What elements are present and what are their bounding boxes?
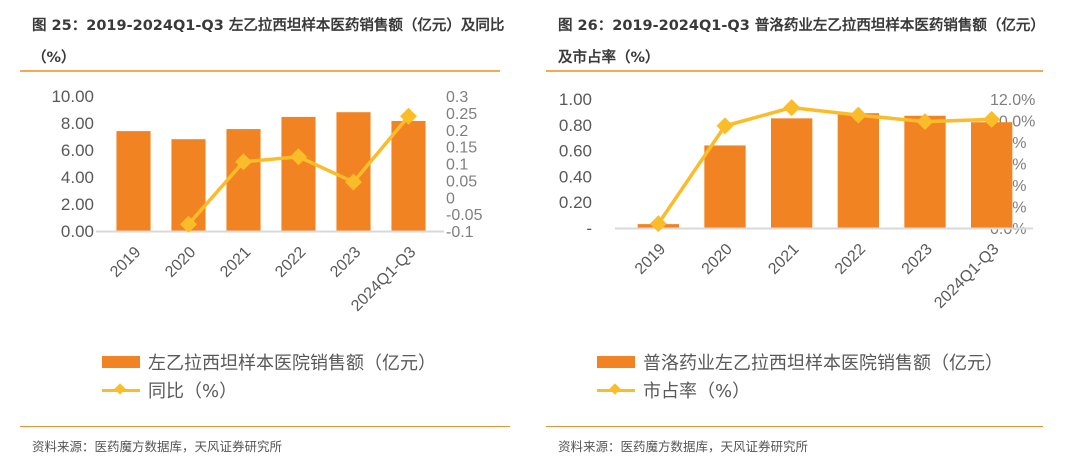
y-axis-left-tick-label: 0.60 [559, 142, 592, 161]
source-note: 资料来源：医药魔方数据库，天风证券研究所 [32, 439, 283, 454]
legend-label: 市占率（%） [643, 381, 751, 402]
x-axis-tick-label: 2020 [162, 244, 199, 281]
y-axis-right-tick-label: 12.0% [990, 92, 1035, 109]
x-axis-tick-label: 2019 [632, 241, 669, 278]
bar [226, 129, 261, 231]
y-axis-left-tick-label: 0.40 [559, 167, 592, 186]
line-point-marker [180, 215, 197, 233]
y-axis-left-tick-label: 1.00 [559, 90, 592, 109]
legend-label: 普洛药业左乙拉西坦样本医院销售额（亿元） [643, 353, 1003, 374]
bar [281, 116, 316, 231]
chart-title: 图 25：2019-2024Q1-Q3 左乙拉西坦样本医药销售额（亿元）及同比（… [32, 18, 505, 66]
y-axis-right-tick-label: 0.3 [446, 89, 468, 106]
title-divider [546, 70, 1043, 72]
y-axis-left-tick-label: 4.00 [61, 168, 94, 187]
series-line [656, 105, 992, 225]
y-axis-right-tick-label: 0.2 [446, 123, 468, 140]
y-axis-left-tick-label: 8.00 [61, 114, 94, 133]
bar [837, 113, 879, 228]
source-divider [20, 426, 510, 427]
bar [971, 122, 1013, 228]
bar [904, 115, 946, 228]
x-axis-tick-label: 2022 [832, 241, 869, 278]
y-axis-right-tick-label: 0.1 [446, 157, 468, 174]
y-axis-left-tick-label: 6.00 [61, 141, 94, 160]
legend-label: 同比（%） [148, 381, 238, 402]
x-axis-tick-label: 2021 [765, 241, 802, 278]
bar [116, 131, 151, 231]
source-divider [546, 426, 1043, 427]
legend-item-line: 同比（%） [102, 376, 436, 404]
bar [704, 145, 746, 228]
chart-title: 图 26：2019-2024Q1-Q3 普洛药业左乙拉西坦样本医药销售额（亿元）… [558, 18, 1045, 66]
y-axis-left-tick-label: 0.00 [61, 222, 94, 241]
y-axis-left-tick-label: - [586, 219, 592, 238]
legend: 普洛药业左乙拉西坦样本医院销售额（亿元） 市占率（%） [597, 348, 1003, 404]
legend-item-line: 市占率（%） [597, 376, 1003, 404]
legend-item-bar: 普洛药业左乙拉西坦样本医院销售额（亿元） [597, 348, 1003, 376]
line-point-marker [716, 117, 734, 135]
bar-swatch-icon [102, 356, 140, 368]
bar [391, 120, 426, 231]
bar-swatch-icon [597, 356, 635, 368]
line-diamond-marker-icon [102, 384, 140, 396]
legend-label: 左乙拉西坦样本医院销售额（亿元） [148, 353, 436, 374]
y-axis-left-tick-label: 0.80 [559, 116, 592, 135]
y-axis-right-tick-label: 0.15 [446, 140, 477, 157]
y-axis-left-tick-label: 10.00 [51, 87, 94, 106]
chart-panel-fig26: 图 26：2019-2024Q1-Q3 普洛药业左乙拉西坦样本医药销售额（亿元）… [540, 0, 1080, 467]
legend: 左乙拉西坦样本医院销售额（亿元） 同比（%） [102, 348, 436, 404]
line-diamond-marker-icon [597, 384, 635, 396]
chart-fig25: 0.002.004.006.008.0010.00-0.1-0.0500.050… [51, 87, 483, 315]
y-axis-left-tick-label: 2.00 [61, 195, 94, 214]
x-axis-tick-label: 2021 [217, 244, 254, 281]
y-axis-right-tick-label: -0.05 [446, 207, 483, 224]
legend-item-bar: 左乙拉西坦样本医院销售额（亿元） [102, 348, 436, 376]
y-axis-right-tick-label: 0 [446, 190, 455, 207]
chart-panel-fig25: 图 25：2019-2024Q1-Q3 左乙拉西坦样本医药销售额（亿元）及同比（… [0, 0, 540, 467]
chart-fig26: -0.200.400.600.801.000.0%2.0%4.0%6.0%8.0… [559, 90, 1035, 312]
line-point-marker [783, 99, 801, 117]
x-axis-tick-label: 2019 [107, 244, 144, 281]
y-axis-right-tick-label: -0.1 [446, 224, 474, 241]
bar [336, 112, 371, 231]
y-axis-right-tick-label: 0.25 [446, 106, 477, 123]
y-axis-left-tick-label: 0.20 [559, 193, 592, 212]
line-point-marker [916, 113, 934, 131]
x-axis-tick-label: 2020 [699, 241, 736, 278]
x-axis-tick-label: 2024Q1-Q3 [931, 241, 1002, 312]
x-axis-tick-label: 2023 [327, 244, 364, 281]
bar [171, 139, 206, 231]
source-note: 资料来源：医药魔方数据库，天风证券研究所 [558, 439, 809, 454]
y-axis-right-tick-label: 0.05 [446, 173, 477, 190]
x-axis-tick-label: 2022 [272, 244, 309, 281]
bar [771, 118, 813, 228]
title-divider [20, 70, 500, 72]
x-axis-tick-label: 2023 [899, 241, 936, 278]
